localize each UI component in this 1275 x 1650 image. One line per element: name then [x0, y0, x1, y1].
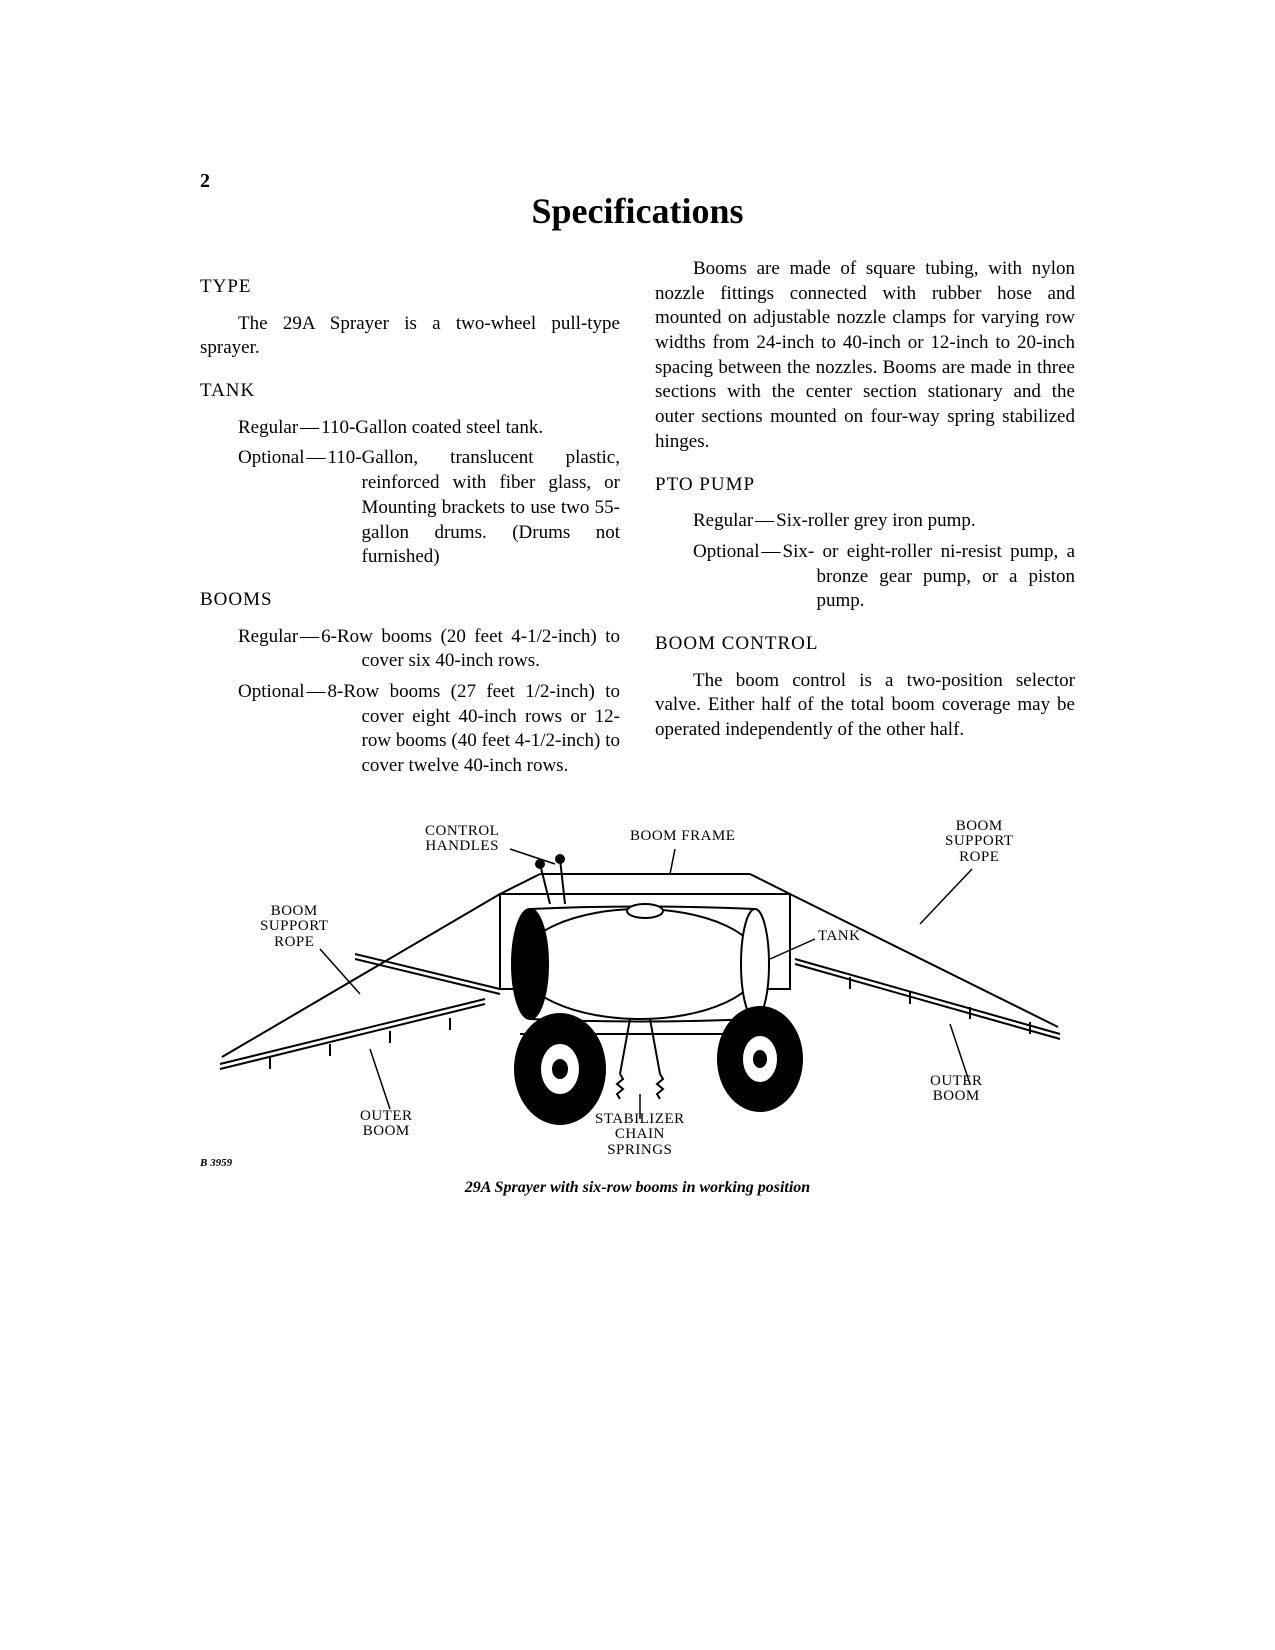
- dash: —: [300, 417, 319, 438]
- label-boom-support-rope-left: BOOMSUPPORTROPE: [260, 904, 328, 951]
- deflist-pto-pump: Regular—Six-roller grey iron pump. Optio…: [655, 509, 1075, 614]
- page-title: Specifications: [200, 190, 1075, 232]
- sprayer-diagram: CONTROLHANDLES BOOM FRAME BOOMSUPPORTROP…: [200, 809, 1075, 1169]
- dash: —: [300, 626, 319, 647]
- pto-regular-desc: Six-roller grey iron pump.: [776, 510, 975, 531]
- heading-pto-pump: PTO PUMP: [655, 473, 1075, 498]
- deflist-booms: Regular—6-Row booms (20 feet 4-1/2-inch)…: [200, 625, 620, 779]
- tank-optional: Optional—110-Gallon, translucent plastic…: [238, 446, 620, 569]
- tank-regular-label: Regular: [238, 417, 298, 438]
- label-tank: TANK: [818, 929, 860, 945]
- dash: —: [762, 541, 781, 562]
- page-number: 2: [200, 170, 210, 193]
- label-boom-frame: BOOM FRAME: [630, 829, 735, 845]
- pto-regular-label: Regular: [693, 510, 753, 531]
- label-boom-support-rope-right: BOOMSUPPORTROPE: [945, 819, 1013, 866]
- booms-optional: Optional—8-Row booms (27 feet 1/2-inch) …: [238, 680, 620, 779]
- dash: —: [755, 510, 774, 531]
- figure-ref: B 3959: [200, 1157, 232, 1169]
- label-outer-boom-left: OUTERBOOM: [360, 1109, 413, 1141]
- pto-optional: Optional—Six- or eight-roller ni-resist …: [693, 540, 1075, 614]
- para-boom-control: The boom control is a two-position selec…: [655, 669, 1075, 743]
- para-booms-col2: Booms are made of square tubing, with ny…: [655, 257, 1075, 455]
- heading-booms: BOOMS: [200, 588, 620, 613]
- booms-regular-label: Regular: [238, 626, 298, 647]
- booms-optional-label: Optional: [238, 681, 305, 702]
- tank-optional-label: Optional: [238, 447, 305, 468]
- booms-optional-desc: 8-Row booms (27 feet 1/2-inch) to cover …: [328, 681, 621, 776]
- heading-boom-control: BOOM CONTROL: [655, 632, 1075, 657]
- deflist-tank: Regular—110-Gallon coated steel tank. Op…: [200, 416, 620, 570]
- pto-optional-label: Optional: [693, 541, 760, 562]
- figure-caption: 29A Sprayer with six-row booms in workin…: [200, 1179, 1075, 1197]
- booms-regular-desc: 6-Row booms (20 feet 4-1/2-inch) to cove…: [321, 626, 620, 672]
- page: 2 Specifications TYPE The 29A Sprayer is…: [0, 0, 1275, 1650]
- tank-regular: Regular—110-Gallon coated steel tank.: [238, 416, 620, 441]
- label-outer-boom-right: OUTERBOOM: [930, 1074, 983, 1106]
- tank-optional-desc: 110-Gallon, translucent plastic, reinfor…: [328, 447, 621, 567]
- heading-type: TYPE: [200, 275, 620, 300]
- pto-optional-desc: Six- or eight-roller ni-resist pump, a b…: [783, 541, 1076, 611]
- body-columns: TYPE The 29A Sprayer is a two-wheel pull…: [200, 257, 1075, 779]
- booms-regular: Regular—6-Row booms (20 feet 4-1/2-inch)…: [238, 625, 620, 674]
- figure-wrap: CONTROLHANDLES BOOM FRAME BOOMSUPPORTROP…: [200, 809, 1075, 1197]
- para-type: The 29A Sprayer is a two-wheel pull-type…: [200, 312, 620, 361]
- tank-regular-desc: 110-Gallon coated steel tank.: [321, 417, 543, 438]
- label-stabilizer-chain-springs: STABILIZERCHAINSPRINGS: [595, 1112, 685, 1159]
- label-control-handles: CONTROLHANDLES: [425, 824, 499, 856]
- pto-regular: Regular—Six-roller grey iron pump.: [693, 509, 1075, 534]
- dash: —: [307, 681, 326, 702]
- dash: —: [307, 447, 326, 468]
- heading-tank: TANK: [200, 379, 620, 404]
